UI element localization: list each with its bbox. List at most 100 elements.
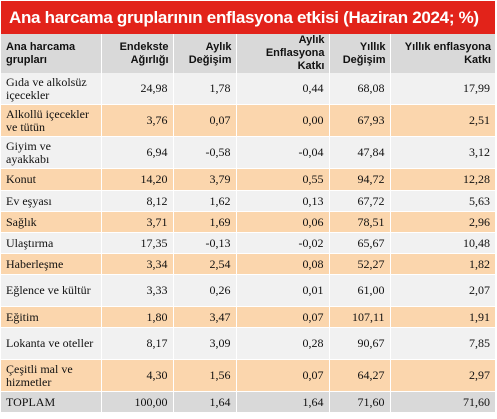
table-row: Çeşitli mal ve hizmetler 4,30 1,56 0,07 64,2… bbox=[1, 359, 495, 392]
table-row: Eğlence ve kültür 3,33 0,26 0,01 61,00 2,07 bbox=[1, 274, 495, 307]
cell-annual-change: 65,67 bbox=[329, 232, 391, 254]
table-row: Giyim ve ayakkabı 6,94 -0,58 -0,04 47,84 3,12 bbox=[1, 136, 495, 169]
cell-annual-contribution: 2,51 bbox=[390, 104, 495, 137]
cell-annual-change: 47,84 bbox=[329, 136, 391, 169]
table-row: Haberleşme 3,34 2,54 0,08 52,27 1,82 bbox=[1, 253, 495, 275]
cell-weight: 100,00 bbox=[101, 391, 174, 413]
cell-group-name: Giyim ve ayakkabı bbox=[1, 136, 102, 169]
cell-annual-change: 64,27 bbox=[329, 359, 391, 392]
cell-weight: 8,12 bbox=[101, 190, 174, 212]
cell-annual-change: 61,00 bbox=[329, 274, 391, 307]
cell-monthly-contribution: 0,07 bbox=[236, 306, 330, 328]
cell-annual-change: 71,60 bbox=[329, 391, 391, 413]
cell-monthly-contribution: 0,44 bbox=[236, 73, 330, 105]
table-row: Gıda ve alkolsüz içecekler 24,98 1,78 0,44 6… bbox=[1, 73, 495, 105]
header-row: Ana harcama grupları Endekste Ağırlığı A… bbox=[1, 34, 495, 73]
cell-annual-contribution: 5,63 bbox=[390, 190, 495, 212]
header-monthly-contribution: Aylık Enflasyona Katkı bbox=[236, 34, 330, 73]
cell-annual-contribution: 2,97 bbox=[390, 359, 495, 392]
header-monthly-change: Aylık Değişim bbox=[173, 34, 237, 73]
cell-annual-change: 52,27 bbox=[329, 253, 391, 275]
cell-monthly-contribution: 0,07 bbox=[236, 359, 330, 392]
cell-monthly-contribution: 0,01 bbox=[236, 274, 330, 307]
cell-monthly-change: 1,62 bbox=[173, 190, 237, 212]
cell-annual-contribution: 2,96 bbox=[390, 211, 495, 233]
cell-monthly-contribution: 1,64 bbox=[236, 391, 330, 413]
cell-annual-contribution: 10,48 bbox=[390, 232, 495, 254]
cell-group-name: Çeşitli mal ve hizmetler bbox=[1, 359, 102, 392]
cell-annual-contribution: 71,60 bbox=[390, 391, 495, 413]
cell-monthly-change: -0,13 bbox=[173, 232, 237, 254]
cell-group-name: Eğitim bbox=[1, 306, 102, 328]
cell-monthly-change: 0,07 bbox=[173, 104, 237, 137]
inflation-table: Ana harcama grupları Endekste Ağırlığı A… bbox=[1, 34, 495, 413]
cell-annual-contribution: 17,99 bbox=[390, 73, 495, 105]
cell-group-name: Haberleşme bbox=[1, 253, 102, 275]
cell-annual-contribution: 1,91 bbox=[390, 306, 495, 328]
header-group: Ana harcama grupları bbox=[1, 34, 102, 73]
table-row: Sağlık 3,71 1,69 0,06 78,51 2,96 bbox=[1, 211, 495, 233]
cell-annual-change: 107,11 bbox=[329, 306, 391, 328]
cell-monthly-change: 3,47 bbox=[173, 306, 237, 328]
cell-annual-contribution: 7,85 bbox=[390, 327, 495, 360]
header-weight: Endekste Ağırlığı bbox=[101, 34, 174, 73]
cell-annual-change: 78,51 bbox=[329, 211, 391, 233]
cell-weight: 24,98 bbox=[101, 73, 174, 105]
cell-monthly-change: 1,64 bbox=[173, 391, 237, 413]
cell-monthly-contribution: 0,13 bbox=[236, 190, 330, 212]
cell-annual-contribution: 12,28 bbox=[390, 168, 495, 191]
cell-monthly-change: 3,79 bbox=[173, 168, 237, 191]
cell-group-name: Ulaştırma bbox=[1, 232, 102, 254]
cell-weight: 3,33 bbox=[101, 274, 174, 307]
cell-monthly-change: 1,78 bbox=[173, 73, 237, 105]
table-row: Alkollü içecekler ve tütün 3,76 0,07 0,00 67… bbox=[1, 104, 495, 137]
cell-annual-contribution: 3,12 bbox=[390, 136, 495, 169]
cell-weight: 14,20 bbox=[101, 168, 174, 191]
cell-monthly-contribution: 0,55 bbox=[236, 168, 330, 191]
cell-group-name: Alkollü içecekler ve tütün bbox=[1, 104, 102, 137]
cell-weight: 3,34 bbox=[101, 253, 174, 275]
cell-weight: 17,35 bbox=[101, 232, 174, 254]
cell-group-name: Eğlence ve kültür bbox=[1, 274, 102, 307]
cell-annual-change: 67,72 bbox=[329, 190, 391, 212]
cell-monthly-contribution: 0,06 bbox=[236, 211, 330, 233]
cell-group-name: Sağlık bbox=[1, 211, 102, 233]
table-row: Eğitim 1,80 3,47 0,07 107,11 1,91 bbox=[1, 306, 495, 328]
cell-weight: 4,30 bbox=[101, 359, 174, 392]
table-row: Konut 14,20 3,79 0,55 94,72 12,28 bbox=[1, 168, 495, 191]
cell-monthly-change: 0,26 bbox=[173, 274, 237, 307]
cell-monthly-contribution: -0,02 bbox=[236, 232, 330, 254]
cell-annual-change: 94,72 bbox=[329, 168, 391, 191]
cell-weight: 3,71 bbox=[101, 211, 174, 233]
cell-monthly-change: 2,54 bbox=[173, 253, 237, 275]
header-annual-contribution: Yıllık enflasyona Katkı bbox=[390, 34, 495, 73]
cell-annual-contribution: 2,07 bbox=[390, 274, 495, 307]
cell-monthly-contribution: 0,28 bbox=[236, 327, 330, 360]
table-title: Ana harcama gruplarının enflasyona etkis… bbox=[1, 1, 495, 34]
cell-group-name: Ev eşyası bbox=[1, 190, 102, 212]
cell-monthly-change: 1,56 bbox=[173, 359, 237, 392]
cell-group-name: TOPLAM bbox=[1, 391, 102, 413]
total-row: TOPLAM 100,00 1,64 1,64 71,60 71,60 bbox=[1, 391, 495, 413]
cell-monthly-contribution: 0,08 bbox=[236, 253, 330, 275]
cell-monthly-change: -0,58 bbox=[173, 136, 237, 169]
cell-weight: 8,17 bbox=[101, 327, 174, 360]
cell-monthly-contribution: -0,04 bbox=[236, 136, 330, 169]
cell-weight: 1,80 bbox=[101, 306, 174, 328]
cell-annual-contribution: 1,82 bbox=[390, 253, 495, 275]
table-row: Lokanta ve oteller 8,17 3,09 0,28 90,67 7,85 bbox=[1, 327, 495, 360]
cell-monthly-change: 3,09 bbox=[173, 327, 237, 360]
header-annual-change: Yıllık Değişim bbox=[329, 34, 391, 73]
cell-group-name: Lokanta ve oteller bbox=[1, 327, 102, 360]
cell-group-name: Konut bbox=[1, 168, 102, 191]
cell-annual-change: 67,93 bbox=[329, 104, 391, 137]
cell-annual-change: 90,67 bbox=[329, 327, 391, 360]
cell-weight: 3,76 bbox=[101, 104, 174, 137]
table-row: Ev eşyası 8,12 1,62 0,13 67,72 5,63 bbox=[1, 190, 495, 212]
cell-group-name: Gıda ve alkolsüz içecekler bbox=[1, 73, 102, 105]
cell-annual-change: 68,08 bbox=[329, 73, 391, 105]
cell-monthly-change: 1,69 bbox=[173, 211, 237, 233]
cell-monthly-contribution: 0,00 bbox=[236, 104, 330, 137]
table-row: Ulaştırma 17,35 -0,13 -0,02 65,67 10,48 bbox=[1, 232, 495, 254]
